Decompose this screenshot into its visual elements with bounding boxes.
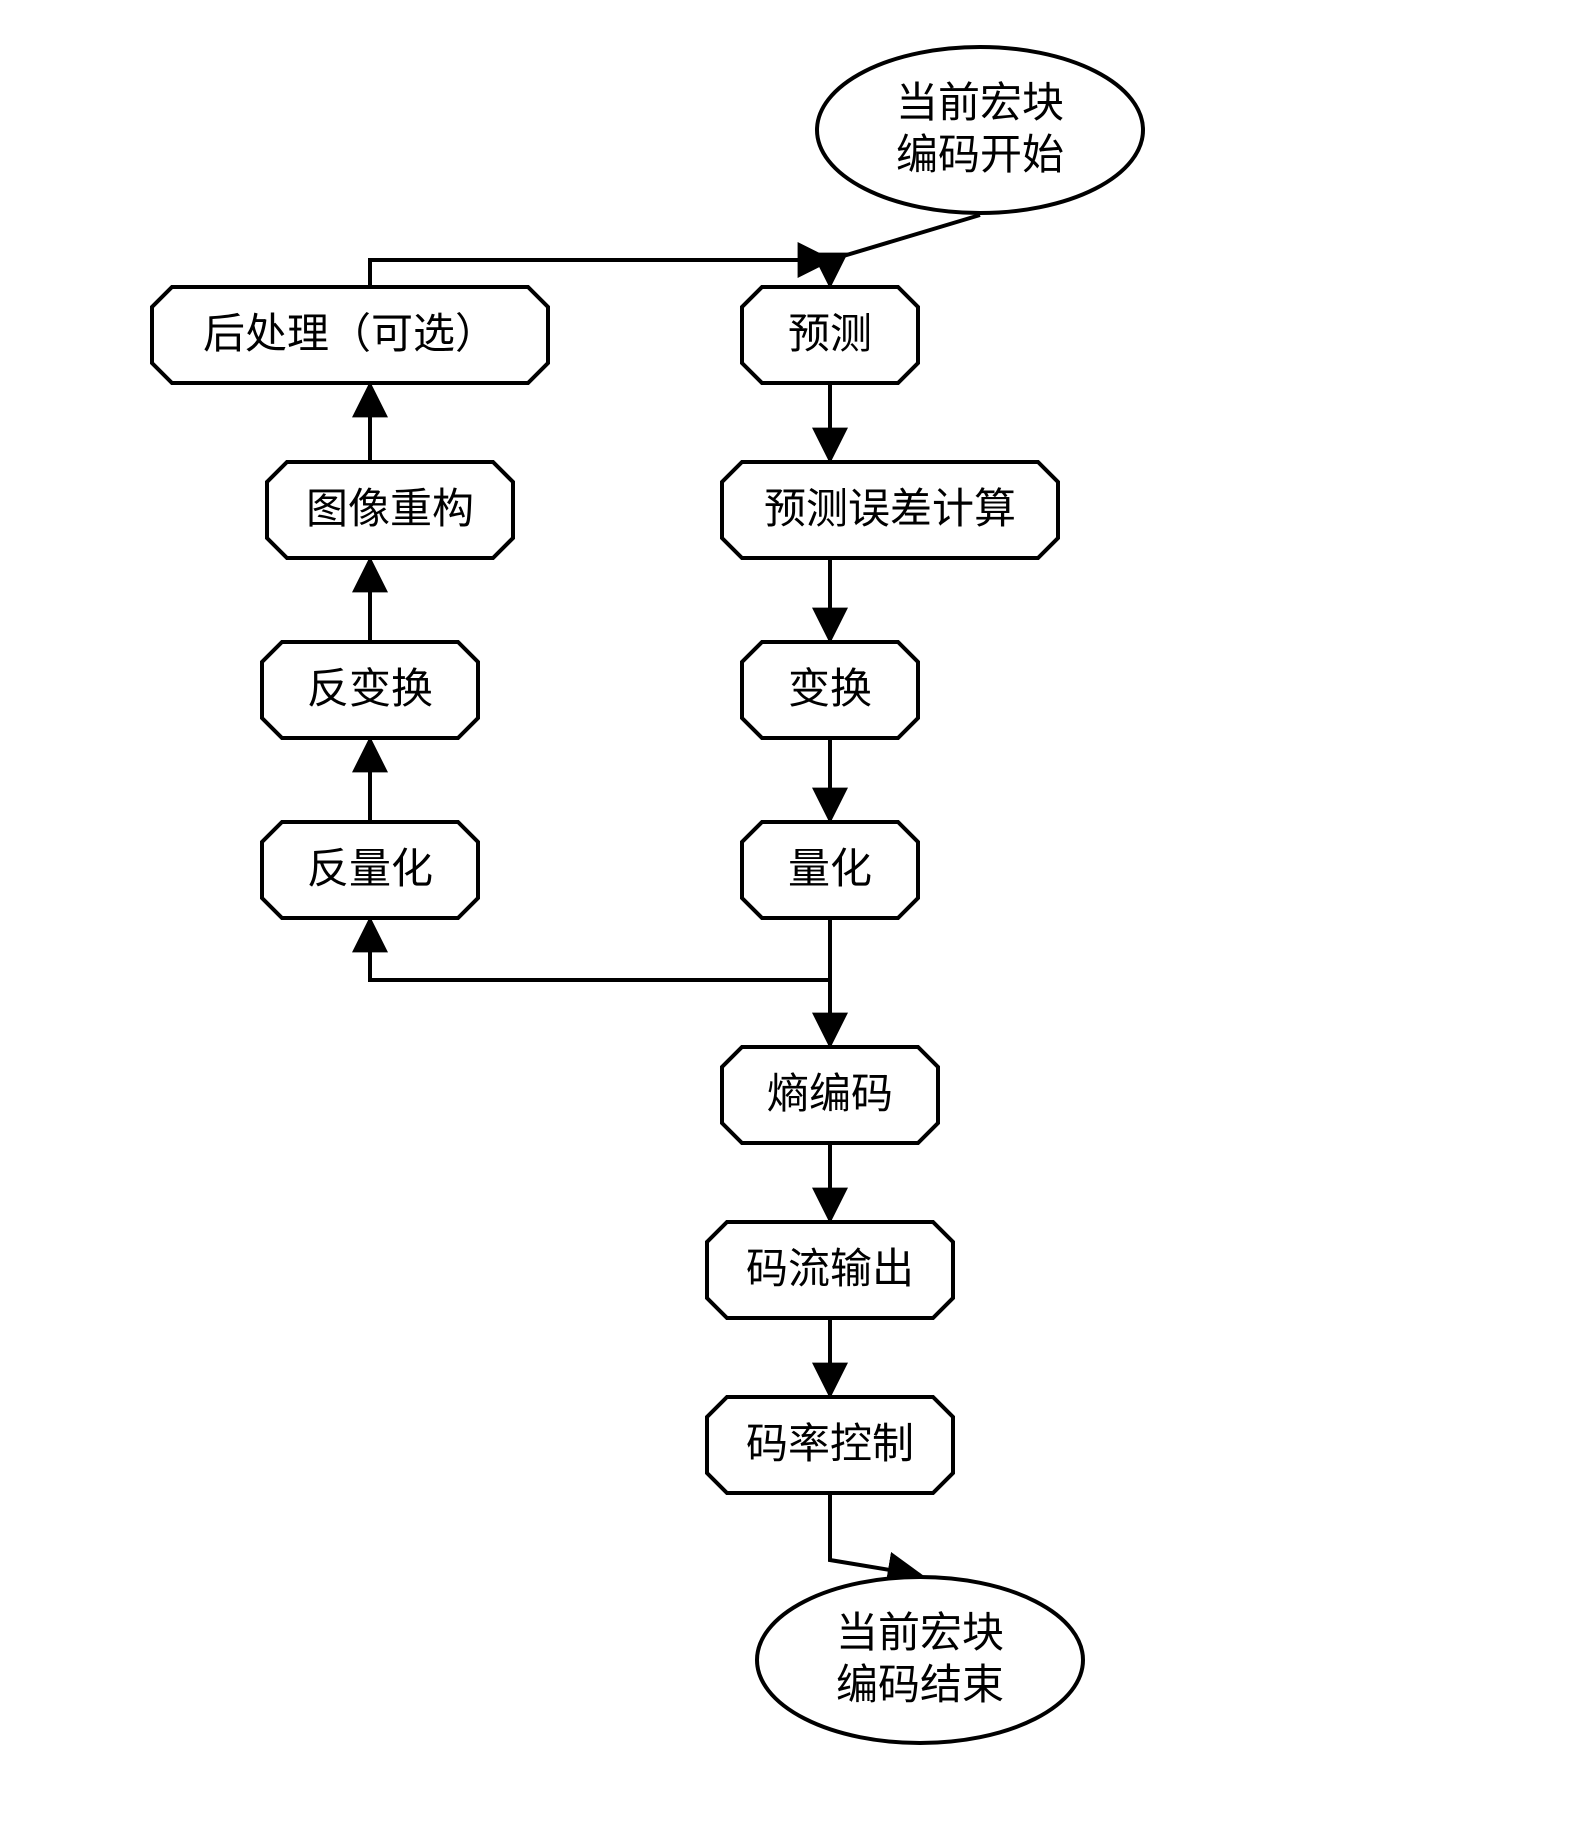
edge-start-predict <box>830 215 980 285</box>
node-start: 当前宏块 编码开始 <box>815 45 1145 215</box>
node-label-inv_trans: 反变换 <box>307 664 433 717</box>
edge-rate_ctrl-end <box>830 1495 920 1575</box>
node-label-predict: 预测 <box>788 309 872 362</box>
node-postproc: 后处理（可选） <box>150 285 550 385</box>
node-label-pred_err: 预测误差计算 <box>764 484 1016 537</box>
node-label-bitstream: 码流输出 <box>746 1244 914 1297</box>
node-inv_trans: 反变换 <box>260 640 480 740</box>
node-pred_err: 预测误差计算 <box>720 460 1060 560</box>
node-inv_quant: 反量化 <box>260 820 480 920</box>
node-end: 当前宏块 编码结束 <box>755 1575 1085 1745</box>
node-label-start: 当前宏块 编码开始 <box>896 78 1064 183</box>
edges-layer <box>0 0 1569 1841</box>
node-quant: 量化 <box>740 820 920 920</box>
edge-quant-inv_quant <box>370 920 830 980</box>
node-bitstream: 码流输出 <box>705 1220 955 1320</box>
node-label-img_recon: 图像重构 <box>306 484 474 537</box>
node-label-rate_ctrl: 码率控制 <box>746 1419 914 1472</box>
node-label-entropy: 熵编码 <box>767 1069 893 1122</box>
node-label-transform: 变换 <box>788 664 872 717</box>
node-entropy: 熵编码 <box>720 1045 940 1145</box>
node-predict: 预测 <box>740 285 920 385</box>
node-label-quant: 量化 <box>788 844 872 897</box>
node-label-postproc: 后处理（可选） <box>203 309 497 362</box>
flowchart-canvas: 当前宏块 编码开始预测 后处理（可选） 预测误差计算 图像重构变换 反变换量化 反量化熵编… <box>0 0 1569 1841</box>
edge-postproc-predict <box>370 260 830 285</box>
node-label-inv_quant: 反量化 <box>307 844 433 897</box>
node-transform: 变换 <box>740 640 920 740</box>
node-img_recon: 图像重构 <box>265 460 515 560</box>
node-label-end: 当前宏块 编码结束 <box>836 1608 1004 1713</box>
node-rate_ctrl: 码率控制 <box>705 1395 955 1495</box>
